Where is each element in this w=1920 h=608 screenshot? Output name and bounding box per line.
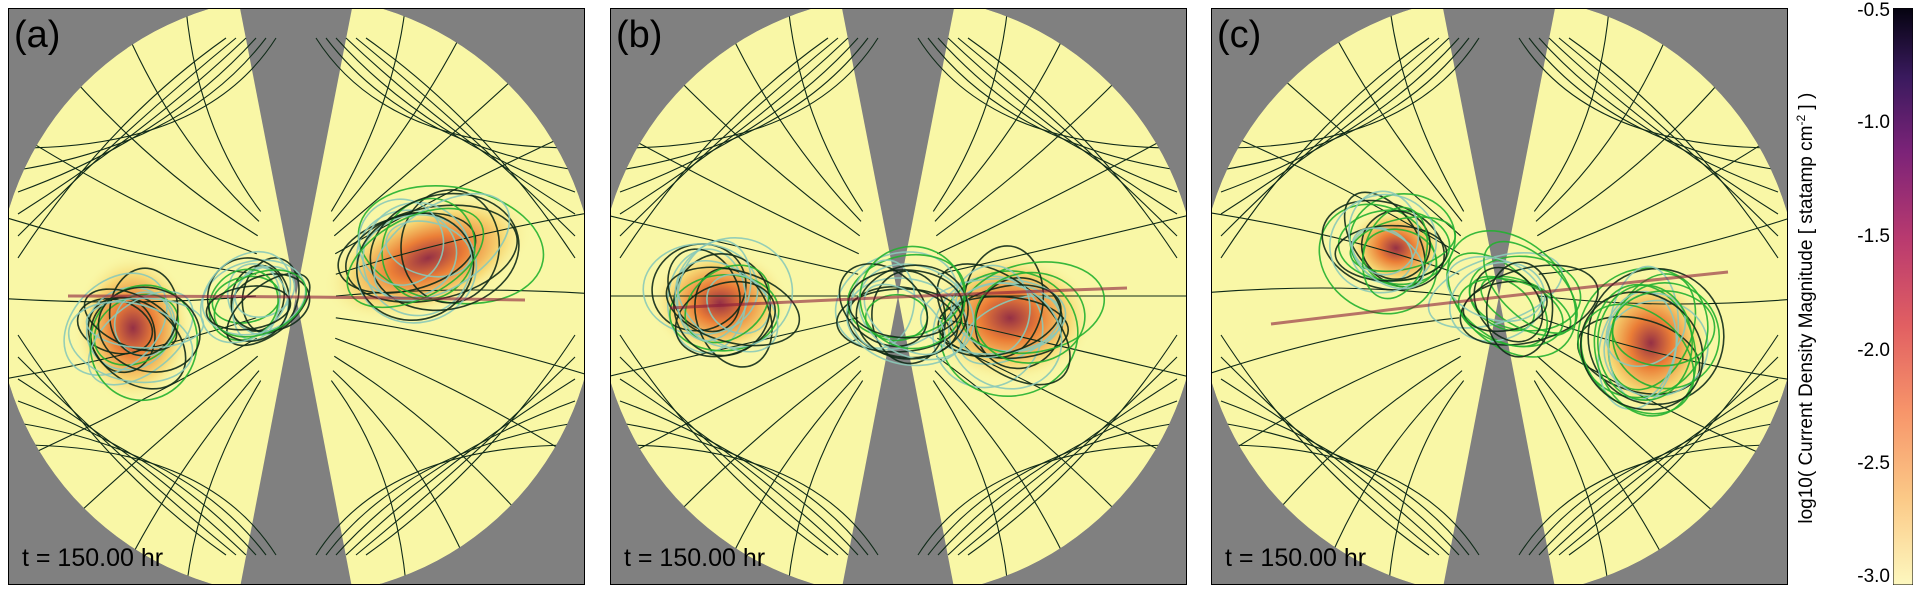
panel-a-label: (a) [14, 14, 61, 56]
polar-wedge-top [840, 8, 956, 296]
polar-wedge-bottom [840, 296, 956, 585]
panel-b-time: t = 150.00 hr [624, 544, 766, 572]
colorbar-tick: -3.0 [1857, 566, 1890, 587]
current-sheet [1270, 270, 1729, 326]
colorbar [1893, 8, 1913, 585]
panel-a: (a) t = 150.00 hr [8, 8, 585, 585]
panel-frame [610, 8, 1187, 585]
colorbar-title-main: log10( Current Density Magnitude [ stata… [1796, 125, 1818, 524]
colorbar-title-sup: -2 [1793, 114, 1808, 126]
colorbar-tick: -2.0 [1857, 340, 1890, 361]
colorbar-tick: -2.5 [1857, 453, 1890, 474]
colorbar-title: log10( Current Density Magnitude [ stata… [1794, 8, 1818, 608]
panel-b-plot [610, 8, 1187, 585]
current-sheet [669, 286, 1128, 310]
polar-wedge-top [1441, 8, 1557, 296]
panel-frame [1211, 8, 1788, 585]
flux-rope [63, 185, 545, 402]
colorbar-title-end: ] ) [1796, 92, 1818, 115]
panel-a-plot [8, 8, 585, 585]
panel-c: (c) t = 150.00 hr [1211, 8, 1788, 585]
panel-c-plot [1211, 8, 1788, 585]
panel-a-time: t = 150.00 hr [22, 544, 164, 572]
panel-frame [8, 8, 585, 585]
polar-wedge-bottom [238, 296, 354, 585]
flux-rope [1318, 190, 1725, 417]
panel-b-label: (b) [616, 14, 663, 56]
polar-wedge-top [238, 8, 354, 296]
panel-b: (b) t = 150.00 hr [610, 8, 1187, 585]
colorbar-tick: -1.5 [1857, 226, 1890, 247]
panel-c-label: (c) [1217, 14, 1262, 56]
colorbar-tick: -0.5 [1857, 0, 1890, 21]
panel-c-time: t = 150.00 hr [1225, 544, 1367, 572]
polar-wedge-bottom [1441, 296, 1557, 585]
colorbar-tick: -1.0 [1857, 112, 1890, 133]
current-sheet [67, 294, 526, 302]
